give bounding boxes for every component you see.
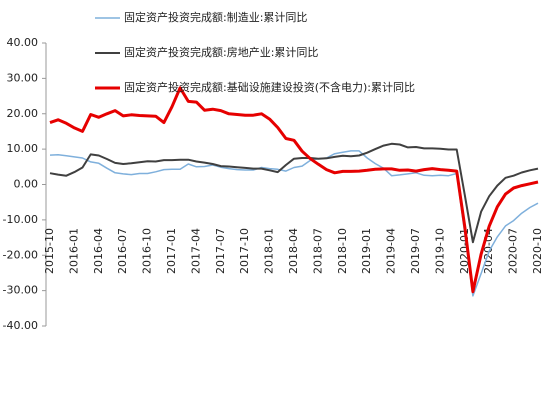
x-tick-label: 2020-10 [531,228,544,274]
y-tick-label: 0.00 [14,178,39,191]
y-tick-label: -30.00 [3,284,38,297]
x-tick-label: 2017-04 [189,228,202,274]
x-tick-label: 2016-01 [67,228,80,274]
x-tick-label: 2018-01 [263,228,276,274]
y-tick-label: 30.00 [7,71,39,84]
x-tick-label: 2018-10 [336,228,349,274]
x-tick-label: 2017-01 [165,228,178,274]
y-tick-label: -10.00 [3,213,38,226]
y-tick-label: -40.00 [3,319,38,332]
y-tick-label: -20.00 [3,248,38,261]
x-tick-label: 2019-07 [409,228,422,274]
x-tick-label: 2016-04 [92,228,105,274]
x-tick-label: 2018-07 [311,228,324,274]
series-line [49,86,539,294]
x-tick-label: 2018-04 [287,228,300,274]
x-tick-label: 2016-10 [141,228,154,274]
legend-label: 固定资产投资完成额:基础设施建设投资(不含电力):累计同比 [124,80,415,94]
legend-label: 固定资产投资完成额:房地产业:累计同比 [124,45,318,59]
x-tick-label: 2015-10 [43,228,56,274]
x-tick-label: 2017-07 [214,228,227,274]
x-tick-label: 2019-10 [433,228,446,274]
x-tick-label: 2019-04 [385,228,398,274]
y-tick-label: 40.00 [7,36,39,49]
x-tick-label: 2017-10 [238,228,251,274]
y-tick-label: 10.00 [7,142,39,155]
legend-label: 固定资产投资完成额:制造业:累计同比 [124,10,307,24]
x-tick-label: 2020-07 [507,228,520,274]
x-tick-label: 2016-07 [116,228,129,274]
series-line [49,142,539,244]
y-tick-label: 20.00 [7,107,39,120]
x-tick-label: 2019-01 [360,228,373,274]
